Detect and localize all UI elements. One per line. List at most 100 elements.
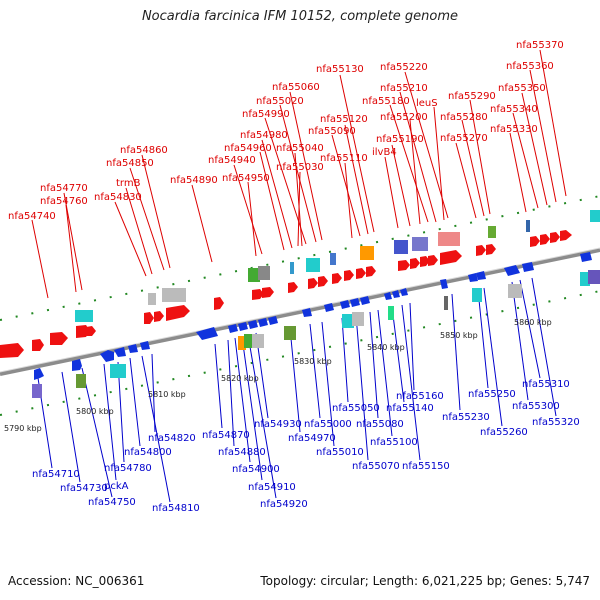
- gene-block: [472, 288, 482, 302]
- gene-arrow: [384, 292, 392, 300]
- gene-arrow: [344, 270, 354, 281]
- reverse-gene-label: nfa55320: [532, 417, 580, 428]
- gene-arrow: [468, 273, 478, 282]
- gene-arrow: [428, 255, 438, 266]
- forward-gene-label: ilvB4: [372, 147, 397, 158]
- gene-arrow: [410, 258, 420, 269]
- gene-arrow: [308, 278, 318, 289]
- gene-block: [526, 220, 530, 232]
- gene-block: [590, 210, 600, 222]
- gene-arrow: [486, 244, 496, 255]
- forward-gene-label: nfa54890: [170, 175, 218, 186]
- gene-block: [360, 246, 374, 260]
- forward-genes: [0, 210, 600, 358]
- gene-arrow: [114, 347, 126, 357]
- forward-gene-label: nfa54830: [94, 192, 142, 203]
- gene-arrow: [72, 359, 82, 371]
- forward-gene-label: nfa55110: [320, 153, 368, 164]
- gene-arrow: [530, 236, 540, 247]
- gene-block: [284, 326, 296, 340]
- gene-arrow: [238, 322, 248, 331]
- reverse-gene-label: nfa55310: [522, 379, 570, 390]
- forward-gene-label: leuS: [416, 98, 438, 109]
- reverse-gene-label: nfa55150: [402, 461, 450, 472]
- gene-arrow: [340, 300, 350, 309]
- gene-block: [580, 272, 590, 286]
- gene-arrow: [228, 324, 238, 333]
- kbp-tick-label: 5860 kbp: [514, 318, 552, 327]
- gene-block: [306, 258, 320, 272]
- gene-arrow: [398, 260, 410, 271]
- forward-gene-label: nfa55130: [316, 64, 364, 75]
- gene-arrow: [420, 256, 430, 267]
- forward-gene-label: nfa55220: [380, 62, 428, 73]
- gene-block: [252, 334, 264, 348]
- gene-arrow: [214, 297, 224, 310]
- forward-gene-label: nfa54760: [40, 196, 88, 207]
- forward-gene-label: trmB: [116, 178, 141, 189]
- forward-gene-labels: nfa55370 nfa55360 nfa55350 nfa55340 nfa5…: [8, 40, 564, 222]
- kbp-tick-label: 5810 kbp: [148, 390, 186, 399]
- gene-arrow: [262, 287, 274, 298]
- forward-gene-label: nfa54770: [40, 183, 88, 194]
- reverse-gene-label: nfa54750: [88, 497, 136, 508]
- gene-arrow: [392, 290, 400, 298]
- gene-block: [394, 240, 408, 254]
- gene-block: [444, 296, 448, 310]
- genome-axis-line: [0, 248, 600, 376]
- forward-gene-label: nfa55040: [276, 143, 324, 154]
- forward-gene-label: nfa55020: [256, 96, 304, 107]
- gene-arrow: [128, 344, 138, 353]
- forward-gene-label: nfa55350: [498, 83, 546, 94]
- gene-arrow: [196, 327, 218, 340]
- gene-arrow: [166, 305, 190, 321]
- reverse-gene-label: nfa55300: [512, 401, 560, 412]
- kbp-tick-label: 5800 kbp: [76, 407, 114, 416]
- gene-block: [412, 237, 428, 251]
- forward-gene-label: nfa54860: [120, 145, 168, 156]
- reverse-gene-label: nfa55070: [352, 461, 400, 472]
- reverse-gene-label: nfa54820: [148, 433, 196, 444]
- gene-block: [352, 312, 364, 326]
- gene-arrow: [440, 279, 448, 289]
- forward-gene-label: nfa55330: [490, 124, 538, 135]
- gene-block: [110, 364, 126, 378]
- forward-gene-label: nfa55270: [440, 133, 488, 144]
- gene-arrow: [366, 266, 376, 277]
- forward-gene-label: nfa54740: [8, 211, 56, 222]
- kbp-tick-label: 5840 kbp: [367, 343, 405, 352]
- reverse-gene-label: nfa54880: [218, 447, 266, 458]
- forward-leader-lines: [31, 49, 567, 299]
- forward-gene-label: nfa55280: [440, 112, 488, 123]
- gene-block: [438, 232, 460, 246]
- gene-arrow: [476, 271, 486, 280]
- forward-gene-label: nfa55290: [448, 91, 496, 102]
- gene-arrow: [302, 308, 312, 317]
- reverse-gene-label: nfa55010: [316, 447, 364, 458]
- reverse-gene-label: nfa54910: [248, 482, 296, 493]
- genome-axis-highlight: [0, 247, 600, 373]
- reverse-gene-label: pckA: [104, 481, 129, 492]
- reverse-gene-label: nfa55140: [386, 403, 434, 414]
- reverse-gene-label: nfa54780: [104, 463, 152, 474]
- gene-block: [76, 374, 86, 388]
- gene-block: [32, 384, 42, 398]
- gene-arrow: [476, 245, 486, 256]
- gene-block: [162, 288, 186, 302]
- reverse-gene-label: nfa55000: [304, 419, 352, 430]
- gene-arrow: [252, 289, 264, 300]
- gene-block: [75, 310, 93, 322]
- reverse-gene-label: nfa55050: [332, 403, 380, 414]
- gene-arrow: [32, 339, 44, 351]
- gene-block: [258, 266, 270, 280]
- reverse-gene-label: nfa54920: [260, 499, 308, 510]
- gene-block: [588, 270, 600, 284]
- gene-arrow: [34, 368, 44, 380]
- gene-arrow: [324, 303, 334, 312]
- gene-arrow: [318, 276, 328, 287]
- gene-arrow: [248, 320, 258, 329]
- gene-arrow: [0, 343, 24, 358]
- gene-arrow: [400, 288, 408, 296]
- forward-gene-label: nfa55340: [490, 104, 538, 115]
